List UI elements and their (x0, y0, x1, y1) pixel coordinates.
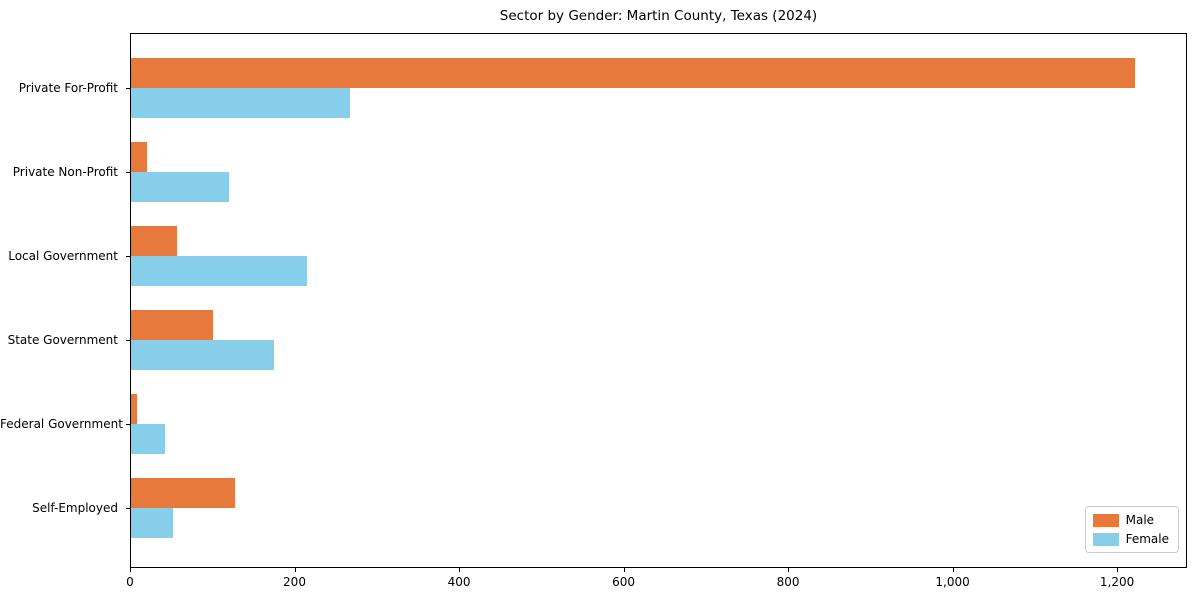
y-tick-mark (126, 508, 130, 509)
legend: Male Female (1084, 506, 1179, 553)
bar-male-state-government (131, 310, 213, 340)
bar-female-private-for-profit (131, 88, 350, 118)
x-tick-label: 800 (776, 575, 800, 589)
x-tick-label: 1,200 (1099, 575, 1135, 589)
x-tick-mark (459, 568, 461, 572)
legend-swatch-female (1092, 532, 1119, 546)
bar-female-private-non-profit (131, 172, 229, 202)
legend-label-male: Male (1125, 513, 1155, 527)
y-tick-mark (126, 256, 130, 257)
legend-entry-male: Male (1092, 513, 1169, 527)
y-category-label-local-government: Local Government (8, 249, 118, 263)
x-tick-label: 400 (447, 575, 471, 589)
y-category-label-self-employed: Self-Employed (32, 501, 118, 515)
y-tick-mark (126, 172, 130, 173)
y-tick-mark (126, 424, 130, 425)
y-category-label-federal-government: Federal Government (0, 417, 123, 431)
bar-male-local-government (131, 226, 177, 256)
bar-female-federal-government (131, 424, 165, 454)
y-category-label-private-for-profit: Private For-Profit (18, 81, 118, 95)
bar-female-local-government (131, 256, 307, 286)
bar-male-private-for-profit (131, 58, 1135, 88)
bar-male-private-non-profit (131, 142, 147, 172)
y-category-label-state-government: State Government (7, 333, 118, 347)
x-tick-mark (294, 568, 296, 572)
bar-female-state-government (131, 340, 274, 370)
legend-label-female: Female (1125, 532, 1169, 546)
x-tick-mark (788, 568, 790, 572)
x-tick-mark (1117, 568, 1119, 572)
bar-male-federal-government (131, 394, 137, 424)
y-category-label-private-non-profit: Private Non-Profit (12, 165, 118, 179)
legend-entry-female: Female (1092, 532, 1169, 546)
y-tick-mark (126, 340, 130, 341)
x-tick-label: 0 (126, 575, 134, 589)
x-tick-mark (130, 568, 131, 572)
chart-title: Sector by Gender: Martin County, Texas (… (499, 8, 818, 24)
plot-area (130, 33, 1187, 568)
legend-swatch-male (1092, 513, 1119, 527)
bar-male-self-employed (131, 478, 235, 508)
x-tick-label: 200 (283, 575, 306, 589)
x-tick-mark (623, 568, 625, 572)
y-tick-mark (126, 88, 130, 89)
x-tick-label: 600 (612, 575, 635, 589)
x-tick-label: 1,000 (935, 575, 970, 589)
bar-female-self-employed (131, 508, 173, 538)
x-tick-mark (952, 568, 954, 572)
